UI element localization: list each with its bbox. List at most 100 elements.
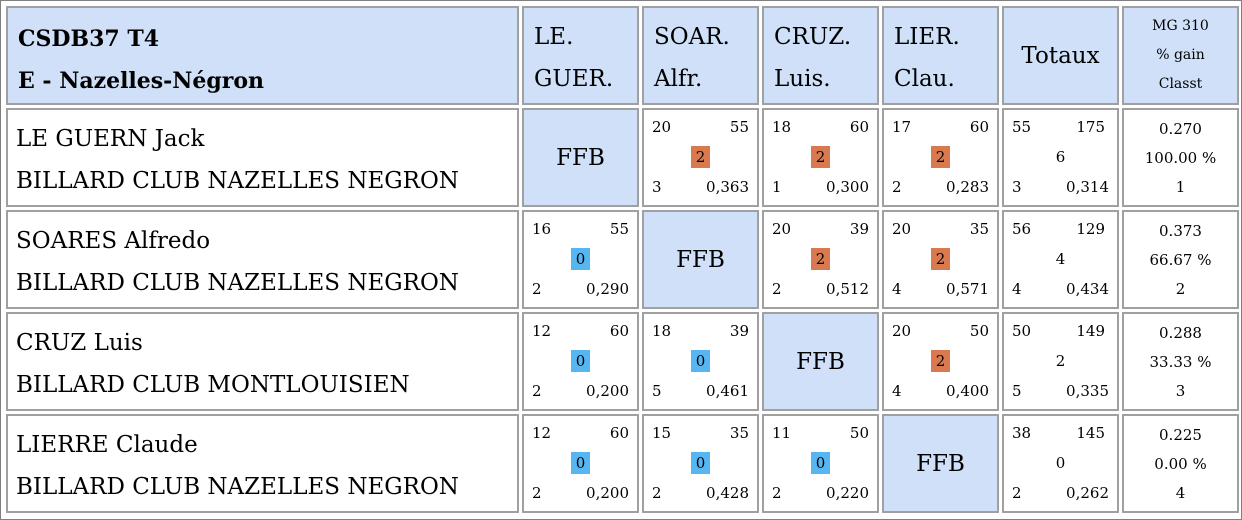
total-average: 0,434 xyxy=(1066,280,1109,298)
ffb-cell: FFB xyxy=(642,210,759,309)
match-points-scored: 20 xyxy=(652,118,672,136)
match-points-wrap: 2 xyxy=(884,146,997,168)
match-points-badge: 2 xyxy=(931,146,950,168)
mg-header-line3: Classt xyxy=(1158,76,1203,92)
match-score-cell: 18 60 1 0,300 2 xyxy=(762,108,879,207)
player-club: BILLARD CLUB NAZELLES NEGRON xyxy=(16,168,459,194)
total-target: 175 xyxy=(1076,118,1105,136)
match-points-badge: 2 xyxy=(931,350,950,372)
total-points: 55 xyxy=(1012,118,1032,136)
mg-cell: 0.373 66.67 % 2 xyxy=(1122,210,1239,309)
player-row: LIERRE Claude BILLARD CLUB NAZELLES NEGRO… xyxy=(6,414,1239,513)
match-average: 0,461 xyxy=(706,382,749,400)
competition-group: E - Nazelles-Négron xyxy=(18,68,265,94)
totals-cell: 55 175 3 0,314 6 xyxy=(1002,108,1119,207)
player-name: CRUZ Luis xyxy=(16,330,143,356)
player-row: LE GUERN Jack BILLARD CLUB NAZELLES NEGRO… xyxy=(6,108,1239,207)
match-target: 39 xyxy=(849,220,869,238)
total-best-serie: 4 xyxy=(1012,280,1022,298)
match-best-serie: 2 xyxy=(772,280,782,298)
gain-percent: 66.67 % xyxy=(1149,251,1212,269)
mg-value: 0.225 xyxy=(1159,426,1202,444)
mg-value: 0.373 xyxy=(1159,222,1202,240)
total-target: 149 xyxy=(1076,322,1105,340)
match-average: 0,290 xyxy=(586,280,629,298)
match-points-badge: 0 xyxy=(571,248,590,270)
player-name: SOARES Alfredo xyxy=(16,228,211,254)
match-score-cell: 20 35 4 0,571 2 xyxy=(882,210,999,309)
total-best-serie: 3 xyxy=(1012,178,1022,196)
opponent-header-line2: Luis. xyxy=(774,66,831,92)
opponent-header: LE. GUER. xyxy=(522,6,639,105)
match-target: 50 xyxy=(969,322,989,340)
opponent-header: LIER. Clau. xyxy=(882,6,999,105)
gain-percent: 100.00 % xyxy=(1144,149,1217,167)
total-match-points: 0 xyxy=(1055,454,1066,472)
match-score-cell: 20 55 3 0,363 2 xyxy=(642,108,759,207)
match-points-scored: 20 xyxy=(892,322,912,340)
total-target: 129 xyxy=(1076,220,1105,238)
opponent-header-line2: Clau. xyxy=(894,66,955,92)
match-points-wrap: 2 xyxy=(764,146,877,168)
match-best-serie: 4 xyxy=(892,280,902,298)
match-average: 0,571 xyxy=(946,280,989,298)
totals-header: Totaux xyxy=(1002,6,1119,105)
gain-percent: 33.33 % xyxy=(1149,353,1212,371)
total-points: 56 xyxy=(1012,220,1032,238)
total-match-points: 2 xyxy=(1055,352,1066,370)
match-points-wrap: 0 xyxy=(524,248,637,270)
match-score-cell: 12 60 2 0,200 0 xyxy=(522,414,639,513)
match-points-scored: 17 xyxy=(892,118,912,136)
player-cell: LE GUERN Jack BILLARD CLUB NAZELLES NEGRO… xyxy=(6,108,519,207)
opponent-header-line2: GUER. xyxy=(534,66,614,92)
match-best-serie: 2 xyxy=(772,484,782,502)
opponent-header-line1: LE. xyxy=(534,24,574,50)
match-average: 0,200 xyxy=(586,484,629,502)
match-target: 60 xyxy=(969,118,989,136)
opponent-header: SOAR. Alfr. xyxy=(642,6,759,105)
rank: 3 xyxy=(1175,382,1186,400)
total-best-serie: 5 xyxy=(1012,382,1022,400)
ffb-cell: FFB xyxy=(522,108,639,207)
match-average: 0,363 xyxy=(706,178,749,196)
match-points-wrap: 2 xyxy=(884,350,997,372)
match-points-badge: 0 xyxy=(691,452,710,474)
totals-cell: 50 149 5 0,335 2 xyxy=(1002,312,1119,411)
mg-value: 0.288 xyxy=(1159,324,1202,342)
total-points: 38 xyxy=(1012,424,1032,442)
match-best-serie: 2 xyxy=(532,484,542,502)
mg-cell: 0.225 0.00 % 4 xyxy=(1122,414,1239,513)
player-club: BILLARD CLUB MONTLOUISIEN xyxy=(16,372,410,398)
totals-cell: 56 129 4 0,434 4 xyxy=(1002,210,1119,309)
match-points-badge: 2 xyxy=(811,146,830,168)
match-average: 0,512 xyxy=(826,280,869,298)
match-best-serie: 2 xyxy=(532,382,542,400)
rank: 1 xyxy=(1175,178,1186,196)
player-club: BILLARD CLUB NAZELLES NEGRON xyxy=(16,270,459,296)
match-average: 0,200 xyxy=(586,382,629,400)
match-best-serie: 5 xyxy=(652,382,662,400)
match-target: 60 xyxy=(609,424,629,442)
match-average: 0,220 xyxy=(826,484,869,502)
match-points-scored: 20 xyxy=(772,220,792,238)
total-target: 145 xyxy=(1076,424,1105,442)
total-match-points: 6 xyxy=(1055,148,1066,166)
match-average: 0,300 xyxy=(826,178,869,196)
match-points-wrap: 0 xyxy=(644,452,757,474)
match-best-serie: 2 xyxy=(652,484,662,502)
rank: 4 xyxy=(1175,484,1186,502)
match-points-wrap: 2 xyxy=(884,248,997,270)
match-points-scored: 18 xyxy=(772,118,792,136)
mg-cell: 0.288 33.33 % 3 xyxy=(1122,312,1239,411)
competition-title: CSDB37 T4 E - Nazelles-Négron xyxy=(6,6,519,105)
player-cell: LIERRE Claude BILLARD CLUB NAZELLES NEGRO… xyxy=(6,414,519,513)
match-points-scored: 12 xyxy=(532,322,552,340)
match-points-badge: 0 xyxy=(571,350,590,372)
match-best-serie: 3 xyxy=(652,178,662,196)
match-average: 0,283 xyxy=(946,178,989,196)
match-points-wrap: 0 xyxy=(524,350,637,372)
opponent-header-line1: LIER. xyxy=(894,24,960,50)
match-target: 35 xyxy=(969,220,989,238)
mg-header-line2: % gain xyxy=(1156,47,1205,63)
mg-header-line1: MG 310 xyxy=(1152,18,1209,34)
